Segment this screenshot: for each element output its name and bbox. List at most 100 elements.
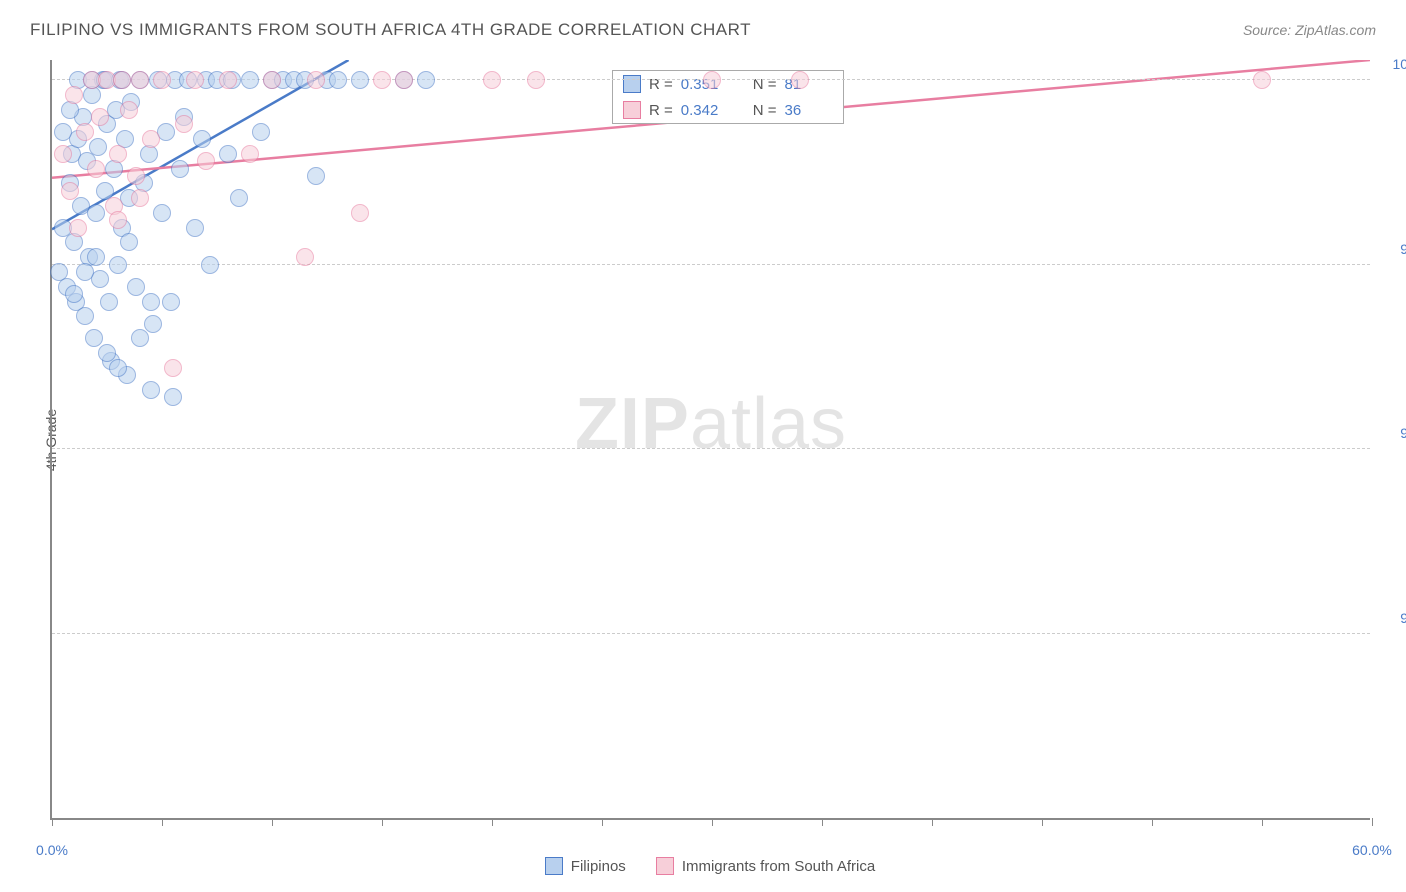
y-tick-label: 92.5%: [1400, 610, 1406, 626]
data-point: [69, 219, 87, 237]
x-tick-label: 60.0%: [1352, 842, 1392, 858]
data-point: [109, 211, 127, 229]
data-point: [175, 115, 193, 133]
data-point: [76, 307, 94, 325]
x-tick: [822, 818, 823, 826]
data-point: [144, 315, 162, 333]
data-point: [87, 248, 105, 266]
data-point: [109, 359, 127, 377]
data-point: [91, 108, 109, 126]
data-point: [186, 71, 204, 89]
data-point: [351, 71, 369, 89]
data-point: [373, 71, 391, 89]
data-point: [483, 71, 501, 89]
x-tick: [932, 818, 933, 826]
data-point: [219, 145, 237, 163]
data-point: [157, 123, 175, 141]
trend-lines: [52, 60, 1370, 818]
legend-item: Filipinos: [545, 857, 626, 875]
data-point: [109, 145, 127, 163]
data-point: [241, 145, 259, 163]
chart-area: 4th Grade ZIPatlas R =0.351N =81R =0.342…: [50, 60, 1370, 820]
stats-row: R =0.342N =36: [613, 97, 843, 123]
chart-title: FILIPINO VS IMMIGRANTS FROM SOUTH AFRICA…: [30, 20, 751, 40]
x-tick: [1152, 818, 1153, 826]
data-point: [142, 293, 160, 311]
gridline: [52, 448, 1370, 449]
data-point: [127, 167, 145, 185]
x-tick: [1262, 818, 1263, 826]
data-point: [153, 71, 171, 89]
x-tick-label: 0.0%: [36, 842, 68, 858]
data-point: [142, 381, 160, 399]
x-tick: [162, 818, 163, 826]
data-point: [252, 123, 270, 141]
source-label: Source: ZipAtlas.com: [1243, 22, 1376, 38]
x-tick: [1042, 818, 1043, 826]
data-point: [89, 138, 107, 156]
legend-item: Immigrants from South Africa: [656, 857, 875, 875]
data-point: [307, 71, 325, 89]
data-point: [241, 71, 259, 89]
data-point: [395, 71, 413, 89]
data-point: [162, 293, 180, 311]
gridline: [52, 264, 1370, 265]
data-point: [113, 71, 131, 89]
x-tick: [52, 818, 53, 826]
data-point: [76, 123, 94, 141]
x-tick: [602, 818, 603, 826]
data-point: [703, 71, 721, 89]
data-point: [201, 256, 219, 274]
data-point: [76, 263, 94, 281]
data-point: [193, 130, 211, 148]
data-point: [329, 71, 347, 89]
data-point: [791, 71, 809, 89]
data-point: [171, 160, 189, 178]
data-point: [219, 71, 237, 89]
legend-bottom: Filipinos Immigrants from South Africa: [50, 857, 1370, 875]
data-point: [186, 219, 204, 237]
x-tick: [492, 818, 493, 826]
data-point: [263, 71, 281, 89]
data-point: [417, 71, 435, 89]
y-tick-label: 100.0%: [1393, 56, 1406, 72]
data-point: [85, 329, 103, 347]
x-tick: [1372, 818, 1373, 826]
plot-region: ZIPatlas R =0.351N =81R =0.342N =36 92.5…: [50, 60, 1370, 820]
data-point: [1253, 71, 1271, 89]
data-point: [527, 71, 545, 89]
data-point: [91, 270, 109, 288]
x-tick: [382, 818, 383, 826]
gridline: [52, 633, 1370, 634]
data-point: [120, 233, 138, 251]
data-point: [230, 189, 248, 207]
y-tick-label: 95.0%: [1400, 425, 1406, 441]
data-point: [164, 359, 182, 377]
data-point: [54, 123, 72, 141]
x-tick: [272, 818, 273, 826]
data-point: [307, 167, 325, 185]
data-point: [142, 130, 160, 148]
data-point: [120, 101, 138, 119]
data-point: [197, 152, 215, 170]
data-point: [54, 145, 72, 163]
x-tick: [712, 818, 713, 826]
data-point: [87, 160, 105, 178]
data-point: [131, 71, 149, 89]
data-point: [65, 86, 83, 104]
data-point: [351, 204, 369, 222]
data-point: [61, 182, 79, 200]
data-point: [131, 189, 149, 207]
data-point: [127, 278, 145, 296]
data-point: [109, 256, 127, 274]
data-point: [100, 293, 118, 311]
data-point: [131, 329, 149, 347]
data-point: [65, 285, 83, 303]
header: FILIPINO VS IMMIGRANTS FROM SOUTH AFRICA…: [0, 0, 1406, 40]
watermark: ZIPatlas: [575, 383, 847, 465]
data-point: [296, 248, 314, 266]
y-tick-label: 97.5%: [1400, 241, 1406, 257]
data-point: [87, 204, 105, 222]
data-point: [153, 204, 171, 222]
data-point: [164, 388, 182, 406]
